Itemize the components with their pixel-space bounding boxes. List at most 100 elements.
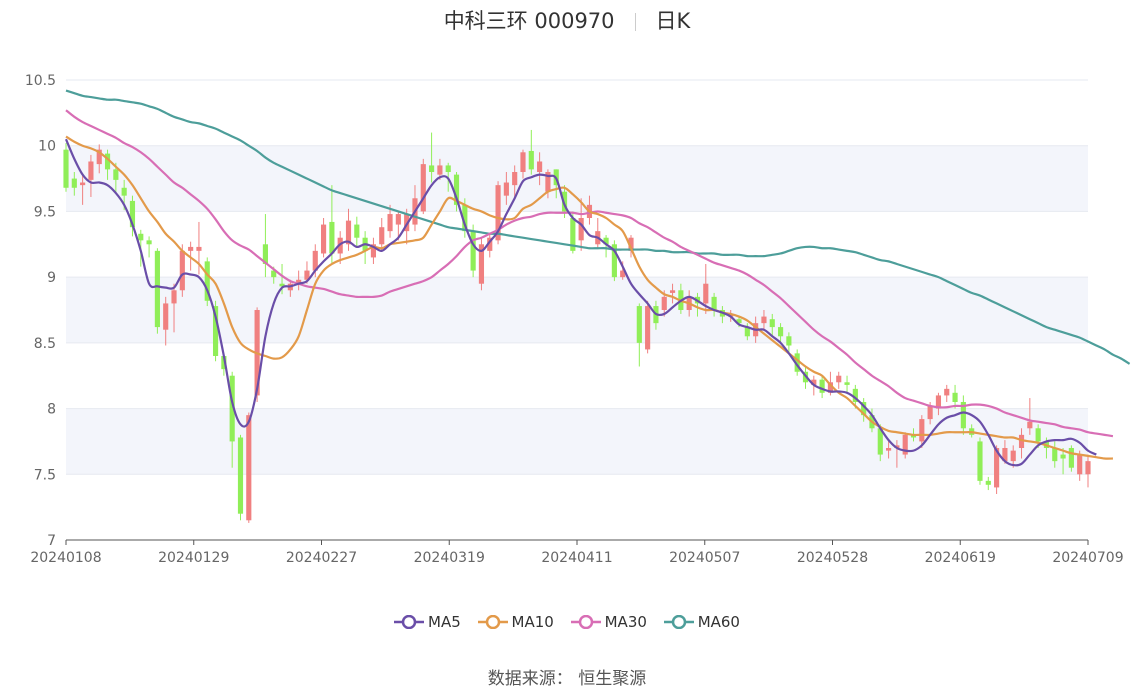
candle-body <box>777 327 784 337</box>
candlestick-chart: 7 7.5 8 8.5 9 9.5 10 10.5 20240108 20240129 202402… <box>25 73 1131 566</box>
y-tick-label: 9 <box>47 270 56 286</box>
y-tick-label: 8.5 <box>34 336 56 352</box>
candle-body <box>312 250 318 271</box>
y-tick-label: 7.5 <box>34 467 56 483</box>
candle-body <box>836 375 842 383</box>
candle-body <box>329 221 335 254</box>
candle-body <box>761 316 767 324</box>
x-tick-label: 20240227 <box>286 550 357 566</box>
candle-body <box>437 165 443 175</box>
candle-body <box>985 480 991 485</box>
candle-body <box>96 149 102 165</box>
grid-band <box>66 408 1088 475</box>
legend-item-ma30[interactable]: MA30 <box>570 612 647 631</box>
candle-body <box>1035 428 1041 442</box>
candle-body <box>1077 454 1083 475</box>
candle-body <box>711 296 717 310</box>
candle-body <box>910 434 917 438</box>
legend-marker-ma10 <box>477 614 508 630</box>
candle-body <box>503 182 509 196</box>
x-tick-label: 20240411 <box>541 550 612 566</box>
legend-marker-ma30 <box>570 614 601 630</box>
candle-body <box>296 279 302 284</box>
series-line-ma30 <box>65 109 1114 438</box>
candle-body <box>129 200 136 228</box>
candle-body <box>271 270 277 278</box>
candle-body <box>886 448 892 451</box>
legend-item-ma5[interactable]: MA5 <box>394 613 461 631</box>
candle-body <box>395 214 401 225</box>
candle-body <box>88 161 94 180</box>
candle-body <box>221 356 227 370</box>
x-tick-label: 20240619 <box>925 550 996 566</box>
candle-body <box>487 237 493 251</box>
candle-body <box>429 165 435 172</box>
y-tick-label: 10.5 <box>25 73 56 89</box>
candle-body <box>104 153 111 170</box>
candle-body <box>545 172 551 192</box>
candle-body <box>603 237 609 245</box>
candle-body <box>188 246 194 251</box>
candle-body <box>944 388 950 396</box>
candle-body <box>645 306 651 350</box>
candle-body <box>1027 421 1033 429</box>
candle-body <box>744 327 750 337</box>
candle-body <box>794 353 800 372</box>
candle-body <box>246 415 252 521</box>
candle-body <box>1085 461 1091 475</box>
candle-body <box>462 204 468 232</box>
candle-body <box>470 231 476 271</box>
candle-body <box>661 296 667 310</box>
candle-body <box>520 152 526 172</box>
candle-body <box>1068 448 1074 468</box>
candle-body <box>769 319 775 328</box>
candle-body <box>121 187 127 196</box>
candle-body <box>1018 434 1025 448</box>
candle-body <box>453 174 460 205</box>
data-source: 数据来源： 恒生聚源 <box>0 664 1134 689</box>
grid-band <box>66 145 1088 212</box>
y-tick-label: 7 <box>47 533 56 549</box>
period-label: 日K <box>655 9 691 33</box>
series-line-ma60 <box>65 89 1131 365</box>
candle-body <box>570 218 576 251</box>
candle-body <box>321 224 327 254</box>
legend-marker-ma5 <box>394 614 424 630</box>
candle-body <box>877 428 883 455</box>
candle-body <box>703 283 709 304</box>
candle-body <box>229 375 235 442</box>
candle-body <box>196 246 202 251</box>
legend-label-ma30: MA30 <box>604 612 647 631</box>
candle-body <box>994 448 1000 488</box>
chart-legend: MA5 MA10 MA30 MA60 <box>0 612 1134 631</box>
candle-body <box>387 214 393 232</box>
legend-item-ma10[interactable]: MA10 <box>477 613 554 631</box>
legend-marker-ma60 <box>663 614 694 630</box>
candle-body <box>146 240 152 245</box>
candle-body <box>819 379 825 393</box>
y-tick-label: 8 <box>47 402 56 418</box>
candle-body <box>861 402 867 416</box>
candle-body <box>171 290 177 304</box>
candle-body <box>1052 448 1058 462</box>
candle-body <box>852 388 858 402</box>
candle-body <box>919 419 925 442</box>
candle-body <box>179 250 185 291</box>
candle-body <box>478 244 485 284</box>
x-tick-label: 20240528 <box>797 550 868 566</box>
candle-body <box>154 250 160 328</box>
grid-band <box>66 277 1088 343</box>
candle-body <box>927 405 933 420</box>
candle-body <box>952 392 958 402</box>
candle-body <box>163 303 169 330</box>
candle-body <box>1060 454 1066 459</box>
candle-body <box>611 244 617 278</box>
legend-label-ma60: MA60 <box>697 612 740 631</box>
series-line-ma10 <box>65 135 1113 460</box>
legend-item-ma60[interactable]: MA60 <box>663 612 740 631</box>
candle-body <box>736 319 742 324</box>
candle-body <box>1002 448 1008 462</box>
candle-body <box>827 382 833 393</box>
x-tick-label: 20240129 <box>158 550 229 566</box>
candle-body <box>977 441 983 481</box>
